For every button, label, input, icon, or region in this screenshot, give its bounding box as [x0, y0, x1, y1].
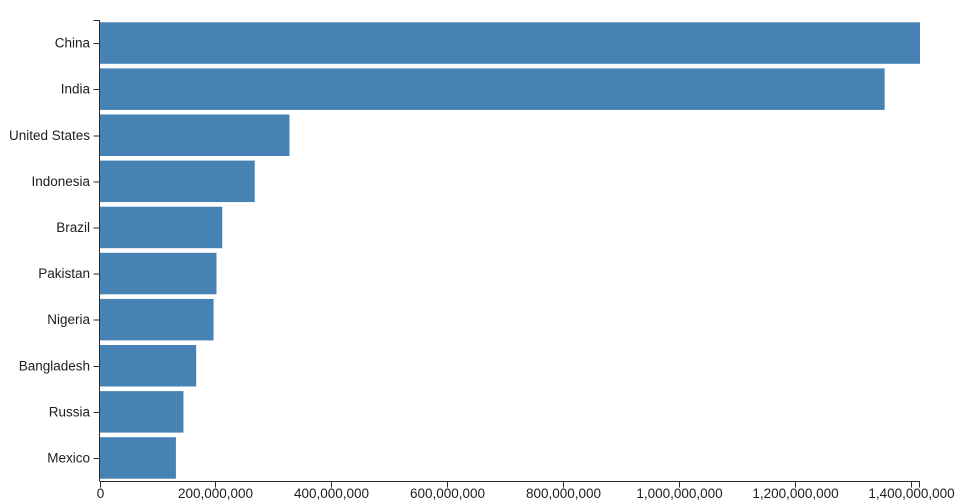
bar-bangladesh	[100, 345, 197, 387]
x-tick-label-3: 600,000,000	[410, 486, 485, 500]
y-tick-label-indonesia: Indonesia	[31, 174, 90, 189]
x-tick-label-6: 1,200,000,000	[752, 486, 838, 500]
bar-brazil	[100, 206, 223, 249]
bar-indonesia	[100, 160, 255, 203]
x-tick-label-0: 0	[97, 486, 105, 500]
bar-mexico	[100, 437, 176, 479]
x-tick-label-2: 400,000,000	[294, 486, 369, 500]
x-tick-label-4: 800,000,000	[526, 486, 601, 500]
y-tick-label-united-states: United States	[9, 128, 90, 143]
x-tick-label-1: 200,000,000	[178, 486, 253, 500]
y-axis-domain	[93, 20, 100, 481]
bar-nigeria	[100, 298, 214, 341]
bar-united-states	[100, 114, 290, 156]
x-axis-domain	[99, 481, 920, 488]
x-tick-label-7: 1,400,000,000	[868, 486, 954, 500]
x-axis: 0 200,000,000 400,000,000 600,000,000 800,00…	[97, 481, 955, 500]
y-tick-label-india: India	[61, 82, 91, 97]
bar-pakistan	[100, 252, 217, 295]
y-tick-label-brazil: Brazil	[56, 220, 90, 235]
y-tick-label-mexico: Mexico	[47, 451, 90, 466]
y-tick-label-pakistan: Pakistan	[38, 266, 90, 281]
y-tick-label-russia: Russia	[49, 404, 91, 419]
bar-china	[100, 22, 920, 64]
x-tick-label-5: 1,000,000,000	[636, 486, 722, 500]
bars-group	[100, 22, 920, 479]
y-tick-label-china: China	[55, 36, 91, 51]
y-tick-label-bangladesh: Bangladesh	[19, 358, 90, 373]
bar-india	[100, 68, 885, 110]
y-axis: China India United States Indonesia Brazil Pa…	[9, 20, 100, 481]
bar-russia	[100, 391, 184, 433]
y-tick-label-nigeria: Nigeria	[47, 312, 90, 327]
